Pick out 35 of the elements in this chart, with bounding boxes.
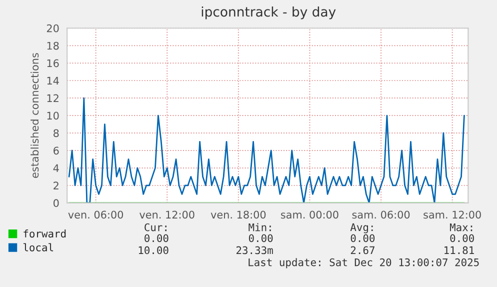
text: Last update: Sat Dec 20 13:00:07 2025 bbox=[248, 258, 479, 268]
text: 23.33m bbox=[236, 246, 273, 254]
y-tick-label: 0 bbox=[54, 199, 59, 208]
x-tick-label: sam. 06:00 bbox=[352, 210, 410, 219]
x-tick-label: sam. 12:00 bbox=[424, 210, 481, 219]
legend-label: local bbox=[23, 243, 54, 252]
y-tick-label: 12 bbox=[47, 94, 58, 102]
text: 2.67 bbox=[350, 246, 374, 254]
y-axis-title: established connections bbox=[30, 53, 39, 178]
y-tick-label: 18 bbox=[47, 42, 59, 50]
y-tick-label: 14 bbox=[47, 76, 59, 85]
text: 0.00 bbox=[350, 234, 375, 242]
text: 0.00 bbox=[248, 234, 273, 242]
x-tick-label: ven. 18:00 bbox=[210, 210, 266, 219]
text: Cur: bbox=[144, 223, 166, 232]
y-tick-label: 4 bbox=[53, 164, 59, 172]
text: Avg: bbox=[350, 223, 373, 234]
x-tick-label: sam. 00:00 bbox=[280, 210, 338, 219]
text: Min: bbox=[248, 223, 271, 232]
line-series bbox=[68, 97, 465, 203]
text: 0.00 bbox=[144, 234, 168, 242]
x-tick-label: ven. 12:00 bbox=[140, 210, 194, 219]
y-tick-label: 16 bbox=[47, 59, 59, 68]
text: 11.81 bbox=[444, 246, 474, 254]
chart-title: ipconntrack - by day bbox=[202, 6, 336, 20]
x-tick-label: ven. 06:00 bbox=[68, 210, 124, 219]
y-tick-label: 2 bbox=[54, 182, 58, 190]
y-tick-label: 20 bbox=[46, 24, 59, 32]
y-tick-label: 8 bbox=[54, 129, 59, 138]
legend-label: forward bbox=[24, 230, 66, 238]
text: 0.00 bbox=[450, 234, 474, 242]
text: Max: bbox=[450, 223, 472, 232]
text: 10.00 bbox=[138, 246, 168, 254]
y-tick-label: 6 bbox=[54, 146, 59, 155]
y-tick-label: 10 bbox=[47, 112, 59, 120]
